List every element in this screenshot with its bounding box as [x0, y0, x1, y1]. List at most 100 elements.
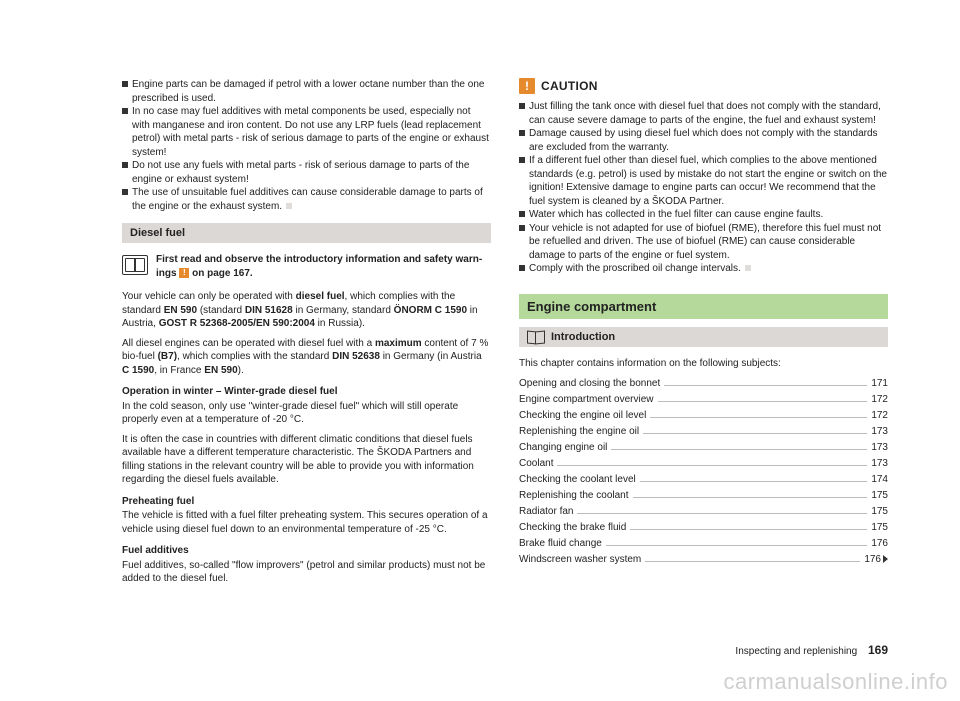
toc-row: Brake fluid change 176 — [519, 536, 888, 552]
square-bullet-icon — [122, 81, 128, 87]
page-spread: Engine parts can be damaged if petrol wi… — [0, 0, 960, 592]
top-bullet-list: Engine parts can be damaged if petrol wi… — [122, 78, 491, 213]
toc-leader — [630, 529, 867, 530]
paragraph: All diesel engines can be operated with … — [122, 337, 491, 378]
toc-page: 176 — [864, 552, 888, 568]
toc-label: Opening and closing the bonnet — [519, 376, 660, 392]
square-bullet-icon — [519, 225, 525, 231]
engine-compartment-heading: Engine compartment — [519, 294, 888, 319]
paragraph: Your vehicle can only be operated with d… — [122, 290, 491, 331]
chapter-intro-line: This chapter contains information on the… — [519, 357, 888, 371]
bullet-item: The use of unsuitable fuel additives can… — [122, 186, 491, 213]
toc-label: Checking the coolant level — [519, 472, 636, 488]
bullet-item: Damage caused by using diesel fuel which… — [519, 127, 888, 154]
toc-page: 172 — [871, 408, 888, 424]
bullet-text: In no case may fuel additives with metal… — [132, 105, 491, 159]
diesel-fuel-heading: Diesel fuel — [122, 223, 491, 243]
toc-leader — [645, 561, 860, 562]
toc-row: Coolant173 — [519, 456, 888, 472]
toc-row: Opening and closing the bonnet171 — [519, 376, 888, 392]
toc-label: Checking the brake fluid — [519, 520, 626, 536]
subheading: Operation in winter – Winter-grade diese… — [122, 385, 491, 399]
toc-label: Replenishing the engine oil — [519, 424, 639, 440]
paragraph: In the cold season, only use "winter-gra… — [122, 400, 491, 427]
end-square-icon — [286, 203, 292, 209]
footer-section: Inspecting and replenishing — [735, 646, 857, 657]
bullet-item: Engine parts can be damaged if petrol wi… — [122, 78, 491, 105]
toc-row: Checking the brake fluid 175 — [519, 520, 888, 536]
left-column: Engine parts can be damaged if petrol wi… — [122, 78, 491, 592]
toc-page: 172 — [871, 392, 888, 408]
toc-row: Replenishing the engine oil 173 — [519, 424, 888, 440]
toc-leader — [577, 513, 867, 514]
bullet-text: Water which has collected in the fuel fi… — [529, 208, 823, 222]
toc-leader — [633, 497, 868, 498]
toc-row: Replenishing the coolant175 — [519, 488, 888, 504]
toc-page: 176 — [871, 536, 888, 552]
square-bullet-icon — [122, 162, 128, 168]
introduction-label: Introduction — [551, 331, 615, 343]
introduction-heading: Introduction — [519, 327, 888, 347]
toc-page: 175 — [871, 488, 888, 504]
toc-leader — [606, 545, 867, 546]
paragraph: It is often the case in countries with d… — [122, 433, 491, 487]
toc-leader — [643, 433, 867, 434]
toc-label: Brake fluid change — [519, 536, 602, 552]
square-bullet-icon — [122, 189, 128, 195]
toc-label: Checking the engine oil level — [519, 408, 646, 424]
bullet-text: Do not use any fuels with metal parts - … — [132, 159, 491, 186]
caution-heading: ! CAUTION — [519, 78, 888, 94]
toc-label: Radiator fan — [519, 504, 573, 520]
toc-leader — [611, 449, 867, 450]
bullet-item: Do not use any fuels with metal parts - … — [122, 159, 491, 186]
bullet-text: Engine parts can be damaged if petrol wi… — [132, 78, 491, 105]
toc-page: 175 — [871, 520, 888, 536]
bullet-text: Comply with the proscribed oil change in… — [529, 262, 751, 276]
toc-label: Windscreen washer system — [519, 552, 641, 568]
caution-badge-icon: ! — [519, 78, 535, 94]
square-bullet-icon — [519, 103, 525, 109]
toc-leader — [557, 465, 867, 466]
square-bullet-icon — [519, 265, 525, 271]
toc-row: Radiator fan 175 — [519, 504, 888, 520]
toc-label: Changing engine oil — [519, 440, 607, 456]
bullet-text: If a different fuel other than diesel fu… — [529, 154, 888, 208]
continue-arrow-icon — [883, 555, 888, 563]
caution-label: CAUTION — [541, 79, 598, 93]
bullet-item: Comply with the proscribed oil change in… — [519, 262, 888, 276]
toc-label: Coolant — [519, 456, 553, 472]
toc-row: Windscreen washer system 176 — [519, 552, 888, 568]
right-column: ! CAUTION Just filling the tank once wit… — [519, 78, 888, 592]
bullet-text: Damage caused by using diesel fuel which… — [529, 127, 888, 154]
warning-badge-icon: ! — [179, 268, 189, 278]
book-icon — [122, 255, 148, 275]
toc-page: 173 — [871, 424, 888, 440]
bullet-item: Your vehicle is not adapted for use of b… — [519, 222, 888, 263]
toc-leader — [658, 401, 868, 402]
subheading: Fuel additives — [122, 544, 491, 558]
footer-page-number: 169 — [868, 643, 888, 657]
paragraph: Fuel additives, so-called "flow improver… — [122, 559, 491, 586]
watermark: carmanualsonline.info — [723, 669, 948, 695]
paragraph: The vehicle is fitted with a fuel filter… — [122, 509, 491, 536]
square-bullet-icon — [122, 108, 128, 114]
toc-label: Engine compartment overview — [519, 392, 654, 408]
toc-page: 175 — [871, 504, 888, 520]
toc-row: Checking the coolant level 174 — [519, 472, 888, 488]
toc-page: 174 — [871, 472, 888, 488]
subheading: Preheating fuel — [122, 495, 491, 509]
toc-leader — [664, 385, 867, 386]
bullet-text: The use of unsuitable fuel additives can… — [132, 186, 491, 213]
bullet-item: In no case may fuel additives with metal… — [122, 105, 491, 159]
square-bullet-icon — [519, 211, 525, 217]
square-bullet-icon — [519, 130, 525, 136]
toc-page: 173 — [871, 440, 888, 456]
bullet-item: Water which has collected in the fuel fi… — [519, 208, 888, 222]
toc-row: Engine compartment overview 172 — [519, 392, 888, 408]
table-of-contents: Opening and closing the bonnet171 Engine… — [519, 376, 888, 568]
bullet-text: Your vehicle is not adapted for use of b… — [529, 222, 888, 263]
bullet-item: Just filling the tank once with diesel f… — [519, 100, 888, 127]
bullet-text: Just filling the tank once with diesel f… — [529, 100, 888, 127]
read-first-block: First read and observe the introductory … — [122, 253, 491, 280]
toc-row: Changing engine oil 173 — [519, 440, 888, 456]
